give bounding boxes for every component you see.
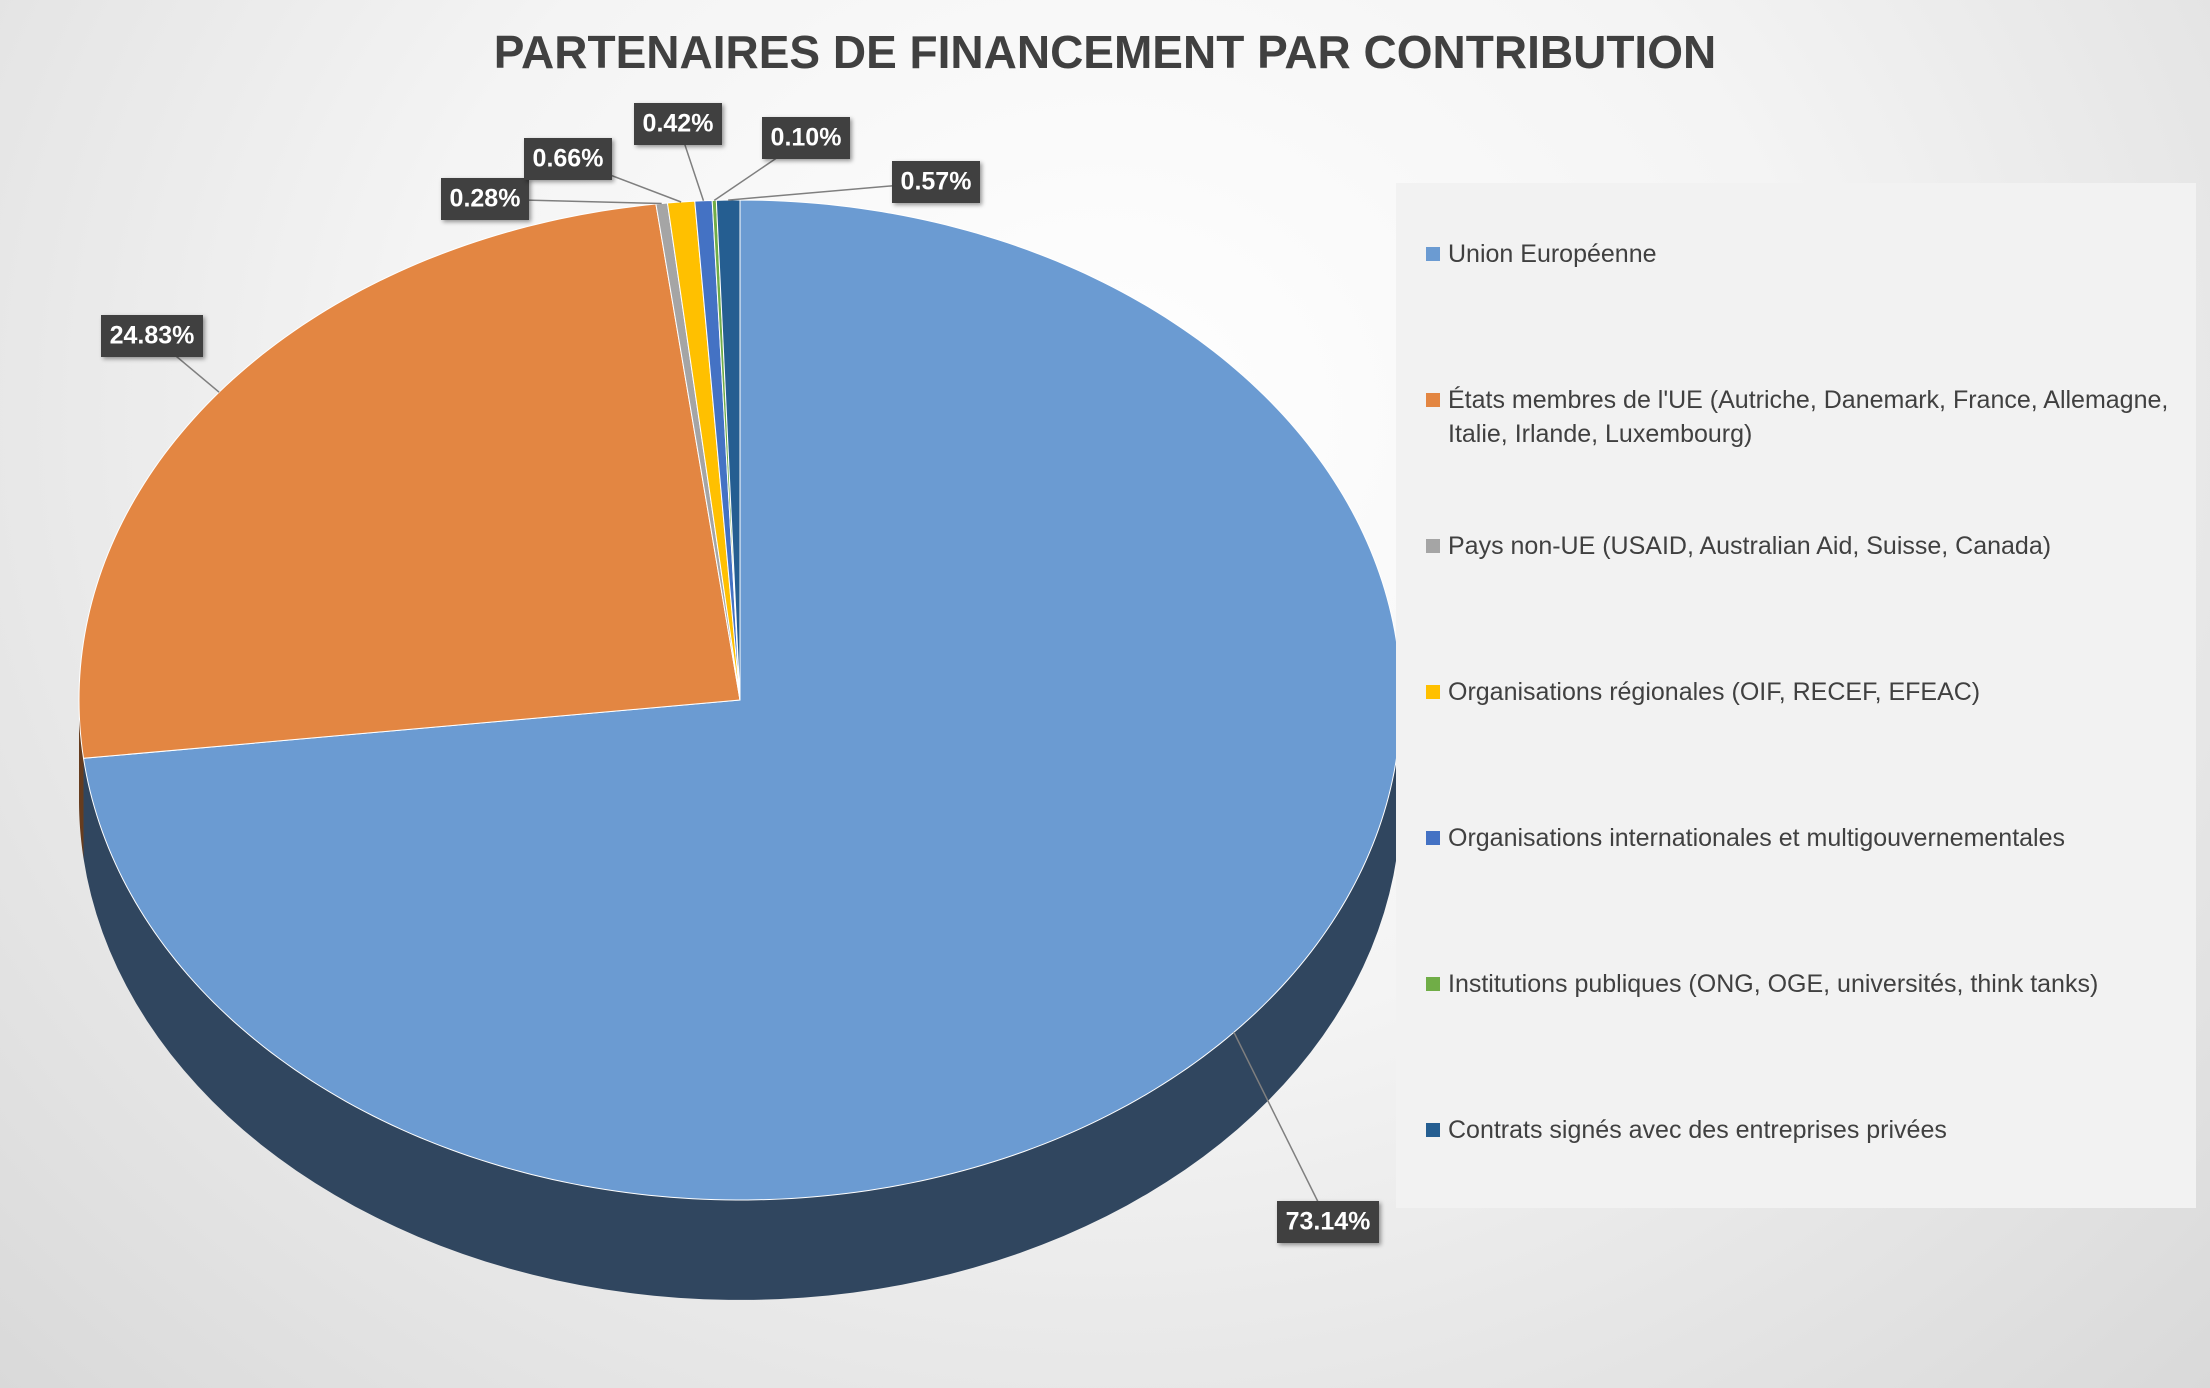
legend-item: Pays non-UE (USAID, Australian Aid, Suis… <box>1426 529 2176 563</box>
chart-title: PARTENAIRES DE FINANCEMENT PAR CONTRIBUT… <box>494 26 1716 78</box>
legend-swatch <box>1426 393 1440 407</box>
legend-swatch <box>1426 1123 1440 1137</box>
data-label: 24.83% <box>110 322 195 350</box>
slice-side <box>83 700 1402 1300</box>
data-label-box <box>762 117 850 159</box>
legend-label: Organisations internationales et multigo… <box>1448 824 2066 852</box>
data-label: 0.42% <box>643 110 714 138</box>
legend-swatch <box>1426 977 1440 991</box>
data-label: 0.10% <box>771 124 842 152</box>
data-label: 73.14% <box>1286 1208 1371 1236</box>
slice <box>715 199 741 701</box>
legend-item: Organisations régionales (OIF, RECEF, EF… <box>1426 675 2176 709</box>
data-label: 0.66% <box>533 145 604 173</box>
legend-item: Union Européenne <box>1426 237 2176 271</box>
slice-side <box>79 700 84 859</box>
legend-swatch <box>1426 247 1440 261</box>
legend-label: Organisations régionales (OIF, RECEF, EF… <box>1448 678 1981 706</box>
legend-swatch <box>1426 539 1440 553</box>
slice <box>82 199 1402 1201</box>
data-label-box <box>634 103 722 145</box>
data-label-box <box>101 315 203 357</box>
legend-label: Contrats signés avec des entreprises pri… <box>1448 1116 1947 1144</box>
leader-line <box>1233 1031 1329 1223</box>
legend-item: États membres de l'UE (Autriche, Danemar… <box>1426 383 2176 451</box>
legend-label: Institutions publiques (ONG, OGE, univer… <box>1448 970 2099 998</box>
legend-label: Pays non-UE (USAID, Australian Aid, Suis… <box>1448 532 2052 560</box>
legend-swatch <box>1426 685 1440 699</box>
legend-item: Organisations internationales et multigo… <box>1426 821 2176 855</box>
legend-label: États membres de l'UE (Autriche, Danemar… <box>1448 386 2169 448</box>
legend-swatch <box>1426 831 1440 845</box>
data-label-box <box>892 161 980 203</box>
legend-label: Union Européenne <box>1448 240 1657 268</box>
legend: Union Européenne États membres de l'UE (A… <box>1396 183 2196 1208</box>
data-label-box <box>441 178 529 220</box>
legend-item: Contrats signés avec des entreprises pri… <box>1426 1113 2176 1147</box>
legend-item: Institutions publiques (ONG, OGE, univer… <box>1426 967 2176 1001</box>
data-label: 0.28% <box>450 185 521 213</box>
data-label-box <box>1277 1201 1379 1243</box>
slice <box>78 203 741 759</box>
pie-sides <box>79 700 1402 1300</box>
data-label: 0.57% <box>901 168 972 196</box>
data-label-box <box>524 138 612 180</box>
